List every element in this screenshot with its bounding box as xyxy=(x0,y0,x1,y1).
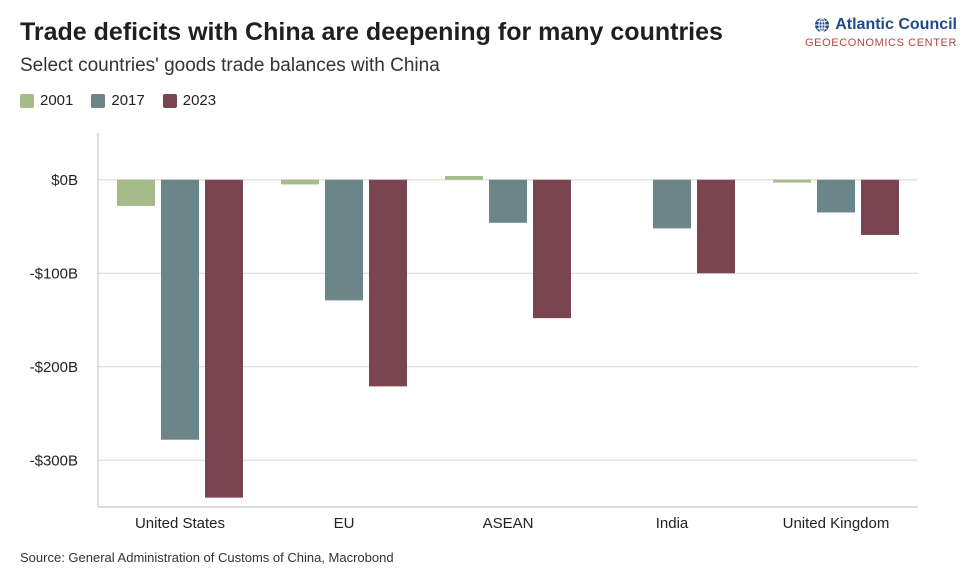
chart-subtitle: Select countries' goods trade balances w… xyxy=(20,55,440,76)
legend-label-2001: 2001 xyxy=(40,92,74,109)
bar-2001 xyxy=(773,179,811,183)
x-tick-label: India xyxy=(656,515,689,532)
chart-title: Trade deficits with China are deepening … xyxy=(20,18,723,46)
bar-2001 xyxy=(281,179,319,185)
logo-name: Atlantic Council xyxy=(835,16,957,33)
legend-item-2017: 2017 xyxy=(91,92,145,109)
logo-subtitle: GEOECONOMICS CENTER xyxy=(805,37,957,49)
bar-2023 xyxy=(697,179,735,274)
legend-swatch-2023 xyxy=(162,93,177,108)
bar-2023 xyxy=(861,179,899,235)
legend-swatch-2017 xyxy=(91,93,106,108)
source-note: Source: General Administration of Custom… xyxy=(20,550,394,565)
legend-item-2001: 2001 xyxy=(20,92,73,109)
globe-icon xyxy=(815,17,830,33)
x-tick-label: United States xyxy=(135,515,225,532)
atlantic-council-logo: Atlantic Council GEOECONOMICS CENTER xyxy=(805,16,957,49)
bar-2023 xyxy=(205,179,243,498)
bar-2017 xyxy=(489,179,527,223)
legend-label-2017: 2017 xyxy=(111,92,145,109)
y-tick-label: -$300B xyxy=(30,452,78,469)
legend-swatch-2001 xyxy=(20,93,34,108)
bar-2017 xyxy=(325,179,363,301)
bar-2017 xyxy=(817,179,855,213)
bar-2023 xyxy=(369,179,407,387)
bar-2001 xyxy=(445,176,483,180)
legend-item-2023: 2023 xyxy=(162,92,217,109)
x-tick-label: EU xyxy=(334,515,355,532)
x-tick-label: ASEAN xyxy=(483,515,534,532)
bar-2017 xyxy=(653,179,691,229)
bar-2017 xyxy=(161,179,199,440)
bar-2001 xyxy=(117,179,155,206)
y-tick-label: $0B xyxy=(51,172,78,189)
legend-label-2023: 2023 xyxy=(182,92,217,109)
bar-2023 xyxy=(533,179,571,319)
legend: 2001 2017 2023 xyxy=(20,92,216,109)
y-tick-label: -$100B xyxy=(30,265,78,282)
x-tick-label: United Kingdom xyxy=(783,515,890,532)
y-tick-label: -$200B xyxy=(30,359,78,376)
